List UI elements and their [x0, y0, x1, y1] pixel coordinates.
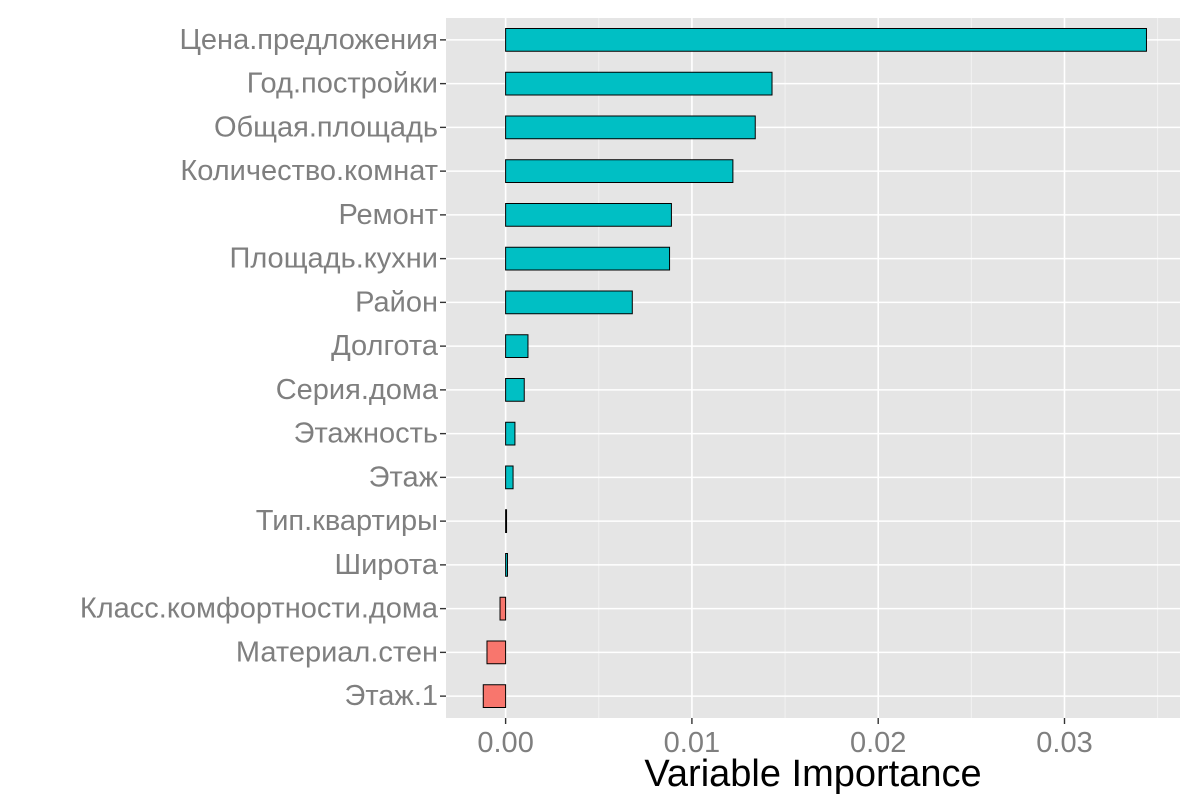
y-tick-label: Широта	[335, 549, 439, 581]
x-tick-label: 0.03	[1036, 727, 1092, 759]
y-tick-label: Год.постройки	[247, 68, 438, 100]
bar	[505, 246, 671, 271]
bar	[505, 509, 508, 533]
y-axis: Цена.предложения Год.постройки Общая.площа…	[80, 24, 446, 712]
y-tick-label: Долгота	[331, 330, 439, 362]
x-tick-label: 0.00	[477, 727, 533, 759]
y-tick-label: Этаж	[369, 461, 439, 493]
x-tick-label: 0.02	[850, 727, 906, 759]
y-tick-label: Этаж.1	[344, 680, 438, 712]
bar	[505, 115, 756, 140]
y-tick-label: Класс.комфортности.дома	[80, 593, 439, 625]
bar	[505, 465, 514, 490]
y-tick-label: Площадь.кухни	[229, 243, 438, 275]
bar	[505, 334, 529, 358]
bar	[499, 596, 507, 621]
y-tick-label: Тип.квартиры	[256, 505, 438, 537]
bar	[505, 71, 773, 96]
y-tick-label: Количество.комнат	[180, 155, 438, 187]
y-tick-label: Район	[355, 286, 438, 318]
bar	[505, 553, 508, 577]
bar	[505, 203, 672, 227]
y-tick-label: Цена.предложения	[179, 24, 438, 56]
bar	[486, 640, 507, 665]
bar	[505, 28, 1147, 52]
bars	[482, 28, 1147, 708]
y-tick-label: Серия.дома	[276, 374, 439, 406]
bar	[505, 159, 734, 183]
x-tick-label: 0.01	[664, 727, 720, 759]
bar	[505, 378, 525, 402]
x-axis-title: Variable Importance	[644, 753, 981, 795]
y-tick-label: Общая.площадь	[214, 111, 438, 143]
y-tick-label: Материал.стен	[236, 636, 438, 668]
x-axis: 0.00 0.01 0.02 0.03	[477, 718, 1093, 759]
y-tick-label: Ремонт	[338, 199, 438, 231]
bar	[505, 290, 633, 315]
y-tick-label: Этажность	[294, 418, 438, 450]
bar	[482, 684, 507, 708]
bar	[505, 421, 516, 446]
